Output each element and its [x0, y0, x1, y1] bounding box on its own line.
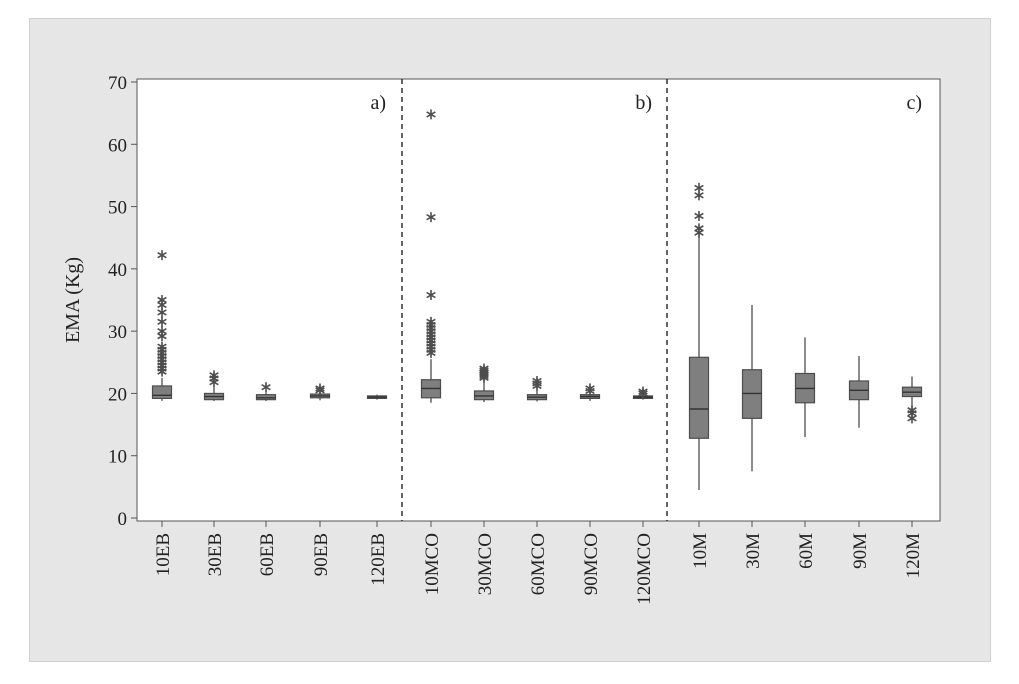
box-90EB	[309, 383, 331, 401]
x-tick-label: 30EB	[205, 533, 226, 576]
x-tick-label: 120MCO	[634, 533, 655, 605]
outlier-point	[157, 316, 167, 327]
outlier-point	[638, 388, 648, 399]
box-120M	[901, 376, 923, 424]
x-tick-label: 10M	[690, 533, 711, 569]
x-tick-label: 30MCO	[475, 533, 496, 595]
box-iqr	[688, 356, 710, 439]
y-tick-label: 50	[108, 198, 127, 219]
outlier-point	[209, 377, 219, 388]
box-30M	[741, 304, 763, 472]
box-120MCO	[632, 386, 654, 400]
y-axis-title: EMA (Kg)	[62, 257, 84, 343]
y-tick-label: 60	[108, 135, 127, 156]
y-tick-label: 70	[108, 73, 127, 94]
y-tick-label: 0	[118, 509, 128, 530]
outlier-point	[315, 385, 325, 396]
outlier-point	[157, 250, 167, 261]
x-tick-label: 60EB	[257, 533, 278, 576]
box-60EB	[255, 382, 277, 401]
outlier-point	[426, 212, 436, 223]
y-axis: 0 10 20 30 40 50 60 70	[108, 73, 137, 530]
outlier-point	[479, 372, 489, 383]
box-90MCO	[579, 383, 601, 401]
box-30MCO	[473, 363, 495, 403]
outlier-point	[426, 290, 436, 301]
panel-label: b)	[635, 92, 652, 114]
outlier-point	[426, 109, 436, 120]
y-tick-label: 10	[108, 447, 127, 468]
x-tick-label: 60M	[796, 533, 817, 569]
box-10MCO	[420, 109, 442, 403]
panel-label: a)	[370, 92, 386, 114]
panel-label: c)	[906, 92, 922, 114]
outlier-point	[585, 385, 595, 396]
y-tick-label: 40	[108, 260, 127, 281]
outlier-point	[694, 190, 704, 201]
outlier-point	[261, 382, 271, 393]
outlier-point	[426, 347, 436, 358]
box-60M	[794, 337, 816, 438]
box-60MCO	[526, 375, 548, 402]
x-axis: 10EB 30EB 60EB 90EB 120EB 10MCO 30MCO 60MCO 90MC…	[153, 521, 924, 605]
y-tick-label: 20	[108, 384, 127, 405]
outlier-point	[157, 366, 167, 377]
panel-labels: a) b) c)	[370, 92, 922, 114]
x-tick-label: 10EB	[153, 533, 174, 576]
box-10M	[688, 182, 710, 490]
x-tick-label: 120EB	[368, 533, 389, 586]
outlier-point	[694, 210, 704, 221]
box-90M	[848, 356, 870, 428]
box-10EB	[151, 250, 173, 401]
x-tick-label: 60MCO	[528, 533, 549, 595]
outlier-point	[694, 227, 704, 238]
outlier-point	[157, 307, 167, 318]
outlier-point	[157, 331, 167, 342]
box-30EB	[203, 370, 225, 401]
x-tick-label: 90M	[850, 533, 871, 569]
boxes	[151, 109, 923, 490]
box-120EB	[366, 394, 388, 400]
x-tick-label: 10MCO	[422, 533, 443, 595]
x-tick-label: 120M	[903, 533, 924, 579]
x-tick-label: 30M	[743, 533, 764, 569]
box-iqr	[151, 385, 173, 400]
y-tick-label: 30	[108, 322, 127, 343]
x-tick-label: 90EB	[311, 533, 332, 576]
x-tick-label: 90MCO	[581, 533, 602, 595]
outlier-point	[907, 413, 917, 424]
panel-dividers	[401, 79, 668, 521]
plot-area	[136, 78, 941, 522]
outlier-point	[532, 380, 542, 391]
